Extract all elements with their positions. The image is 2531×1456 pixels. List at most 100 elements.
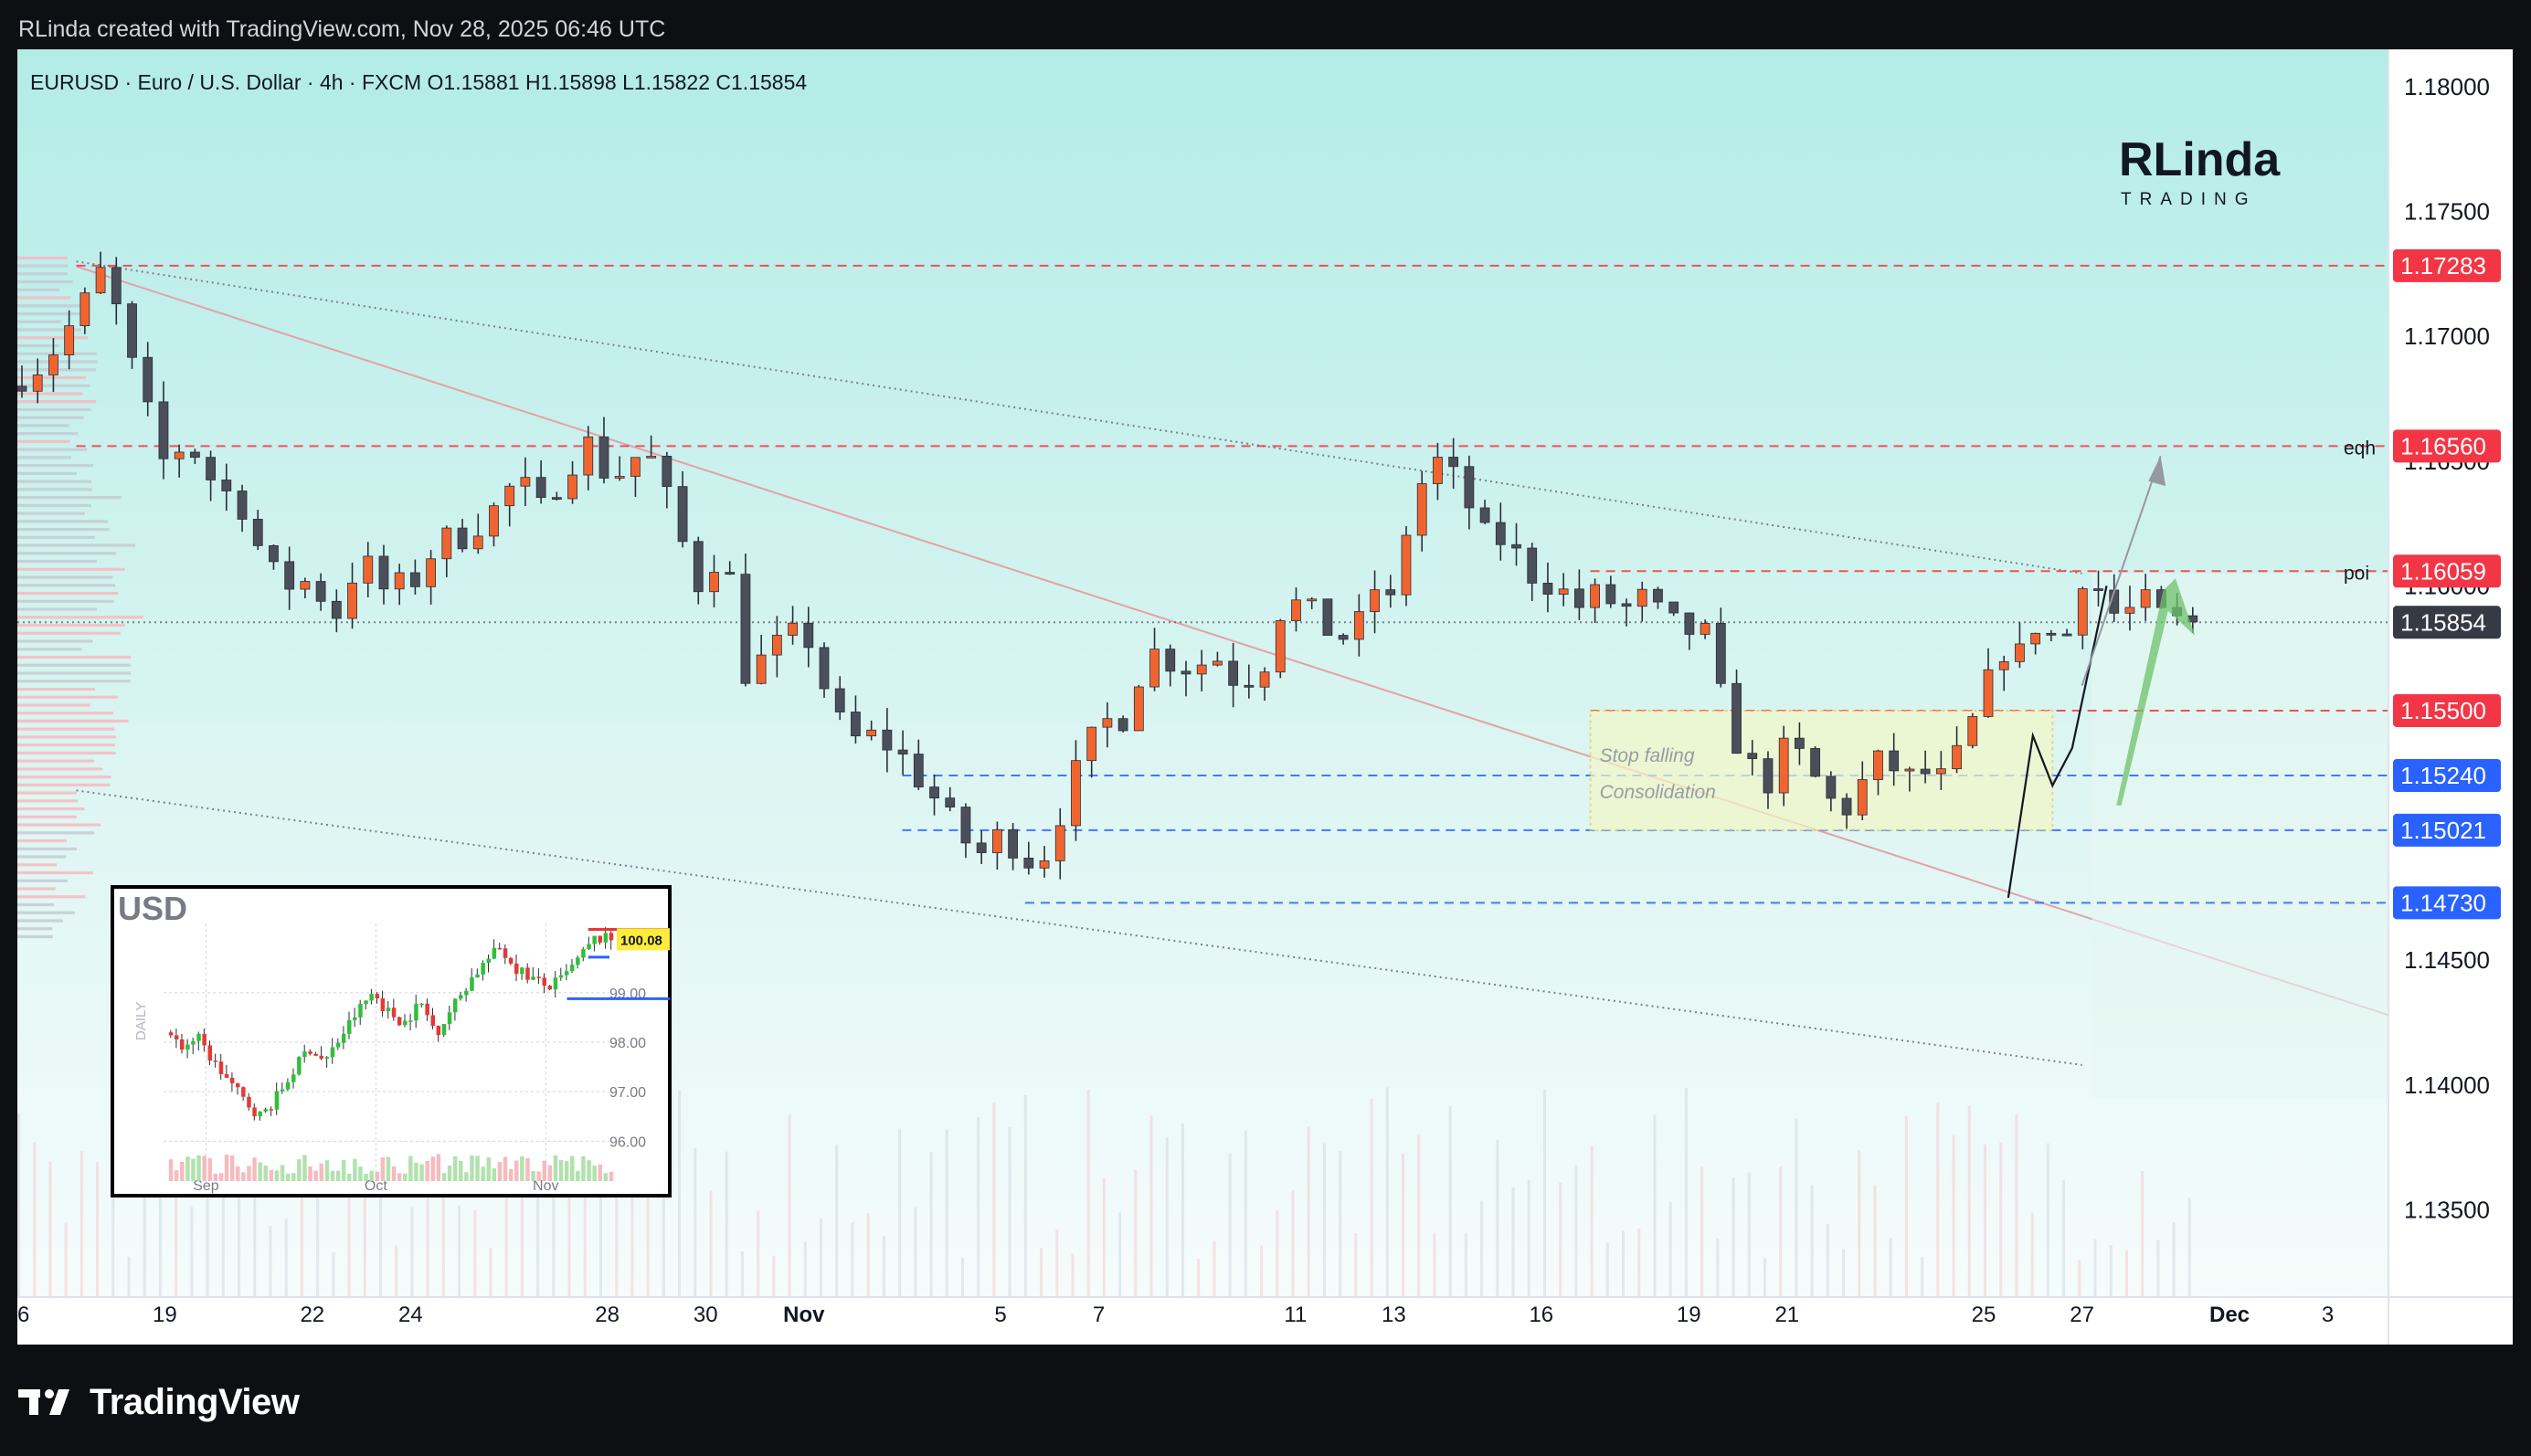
inset-side-label: DAILY xyxy=(133,1002,149,1040)
profile-bar xyxy=(17,712,114,715)
price-level-tag-label: 1.16560 xyxy=(2400,432,2486,459)
inset-volume-bar xyxy=(369,1170,374,1181)
candle-body xyxy=(1181,670,1191,675)
candle-body xyxy=(960,807,971,844)
chart-panel[interactable]: eqh poi Stop falling Consolidation EURUSD … xyxy=(17,49,2513,1345)
candle-body xyxy=(1935,768,1946,775)
inset-candle-body xyxy=(481,963,485,975)
target-arrow-head xyxy=(2148,456,2166,487)
time-axis[interactable]: 16 19 22 24 28 30 Nov 5 7 11 13 16 19 21 25 27 Dec 3 xyxy=(17,1303,2334,1327)
inset-volume-bar xyxy=(202,1155,207,1181)
inset-candle-body xyxy=(241,1087,246,1097)
price-level-tag xyxy=(2393,693,2501,727)
volume-bar xyxy=(1307,1126,1310,1297)
inset-volume-bar xyxy=(285,1173,291,1181)
candle-body xyxy=(189,451,200,459)
inset-volume-bar xyxy=(470,1155,474,1181)
inset-candle-body xyxy=(609,933,614,941)
volume-bar xyxy=(757,1210,760,1297)
price-level-tag-label: 1.15021 xyxy=(2400,817,2486,844)
inset-candle-body xyxy=(353,1017,357,1020)
volume-bar xyxy=(1402,1153,1405,1297)
inset-volume-bar xyxy=(531,1171,535,1181)
candle-body xyxy=(1102,718,1113,728)
profile-bar xyxy=(17,480,92,483)
inset-candle-body xyxy=(280,1089,285,1092)
inset-volume-bar xyxy=(236,1166,240,1181)
volume-bar xyxy=(1181,1123,1184,1297)
volume-bar xyxy=(1999,1142,2003,1297)
profile-bar xyxy=(17,256,68,259)
inset-time-tick: Nov xyxy=(533,1178,558,1194)
inset-candle-body xyxy=(218,1061,224,1074)
inset-volume-bar xyxy=(536,1171,541,1181)
inset-candle-body xyxy=(419,1003,424,1006)
volume-bar xyxy=(678,1090,682,1297)
profile-bar xyxy=(17,448,88,451)
inset-time-tick: Sep xyxy=(193,1178,219,1194)
volume-bar xyxy=(1385,1087,1389,1297)
candle-body xyxy=(331,600,342,619)
profile-bar xyxy=(17,543,136,547)
chart-canvas[interactable]: eqh poi Stop falling Consolidation EURUSD … xyxy=(17,49,2513,1345)
inset-volume-bar xyxy=(447,1165,452,1181)
volume-bar xyxy=(96,1162,100,1297)
volume-bar xyxy=(1023,1094,1027,1297)
inset-candle-body xyxy=(386,1008,391,1012)
profile-bar xyxy=(17,607,98,611)
inset-volume-bar xyxy=(581,1155,586,1181)
level-note: poi xyxy=(2344,563,2369,584)
inset-candle-body xyxy=(324,1057,330,1060)
price-level-tag-label: 1.15854 xyxy=(2400,608,2486,636)
target-arrow-line xyxy=(2081,455,2162,686)
inset-volume-bar xyxy=(297,1159,302,1181)
profile-bar xyxy=(17,464,94,468)
profile-bar xyxy=(17,719,129,723)
volume-bar xyxy=(378,1114,382,1297)
consolidation-rect xyxy=(1589,709,2054,832)
time-tick-label: 11 xyxy=(1284,1303,1307,1327)
candle-body xyxy=(158,401,169,459)
candle-body xyxy=(2077,588,2088,636)
inset-candle-body xyxy=(168,1032,174,1036)
volume-bar xyxy=(347,1162,351,1297)
candle-body xyxy=(1653,588,1663,603)
inset-candle-body xyxy=(587,944,591,950)
inset-volume-bar xyxy=(425,1160,429,1181)
profile-bar xyxy=(17,703,90,707)
volume-bar xyxy=(253,1152,257,1297)
candle-body xyxy=(882,729,893,751)
volume-bar xyxy=(1511,1187,1515,1297)
candle-body xyxy=(1558,588,1569,595)
inset-volume-bar xyxy=(241,1172,246,1181)
inset-volume-bar xyxy=(603,1173,609,1181)
inset-volume-bar xyxy=(353,1158,357,1181)
inset-candle-body xyxy=(236,1083,240,1088)
candle-body xyxy=(1700,623,1710,635)
volume-bar xyxy=(2187,1198,2191,1297)
inset-candle-body xyxy=(547,986,553,990)
profile-bar xyxy=(17,392,83,396)
inset-candle-body xyxy=(213,1060,218,1062)
tradingview-logo[interactable]: TradingView xyxy=(18,1379,300,1425)
volume-bar xyxy=(1149,1115,1153,1297)
profile-bar xyxy=(17,296,70,300)
candle-body xyxy=(535,477,546,499)
time-tick-label: 7 xyxy=(1093,1303,1105,1327)
profile-bar xyxy=(17,552,117,555)
time-tick-label: 22 xyxy=(300,1303,324,1327)
price-axis[interactable]: 1.135001.140001.145001.150001.155001.160… xyxy=(2393,73,2501,1223)
volume-bar xyxy=(489,1248,492,1297)
candle-body xyxy=(614,476,625,479)
inset-candle-body xyxy=(263,1109,269,1112)
volume-bar xyxy=(158,1146,162,1297)
candle-body xyxy=(300,581,311,590)
volume-bar xyxy=(441,1187,445,1297)
volume-bar xyxy=(1637,1228,1641,1297)
candle-body xyxy=(1165,649,1176,672)
volume-bar xyxy=(1921,1257,1924,1297)
time-tick-label: 16 xyxy=(1529,1303,1553,1327)
volume-bar xyxy=(772,1255,776,1297)
volume-bar xyxy=(1842,1249,1846,1297)
inset-volume-bar xyxy=(308,1166,312,1181)
